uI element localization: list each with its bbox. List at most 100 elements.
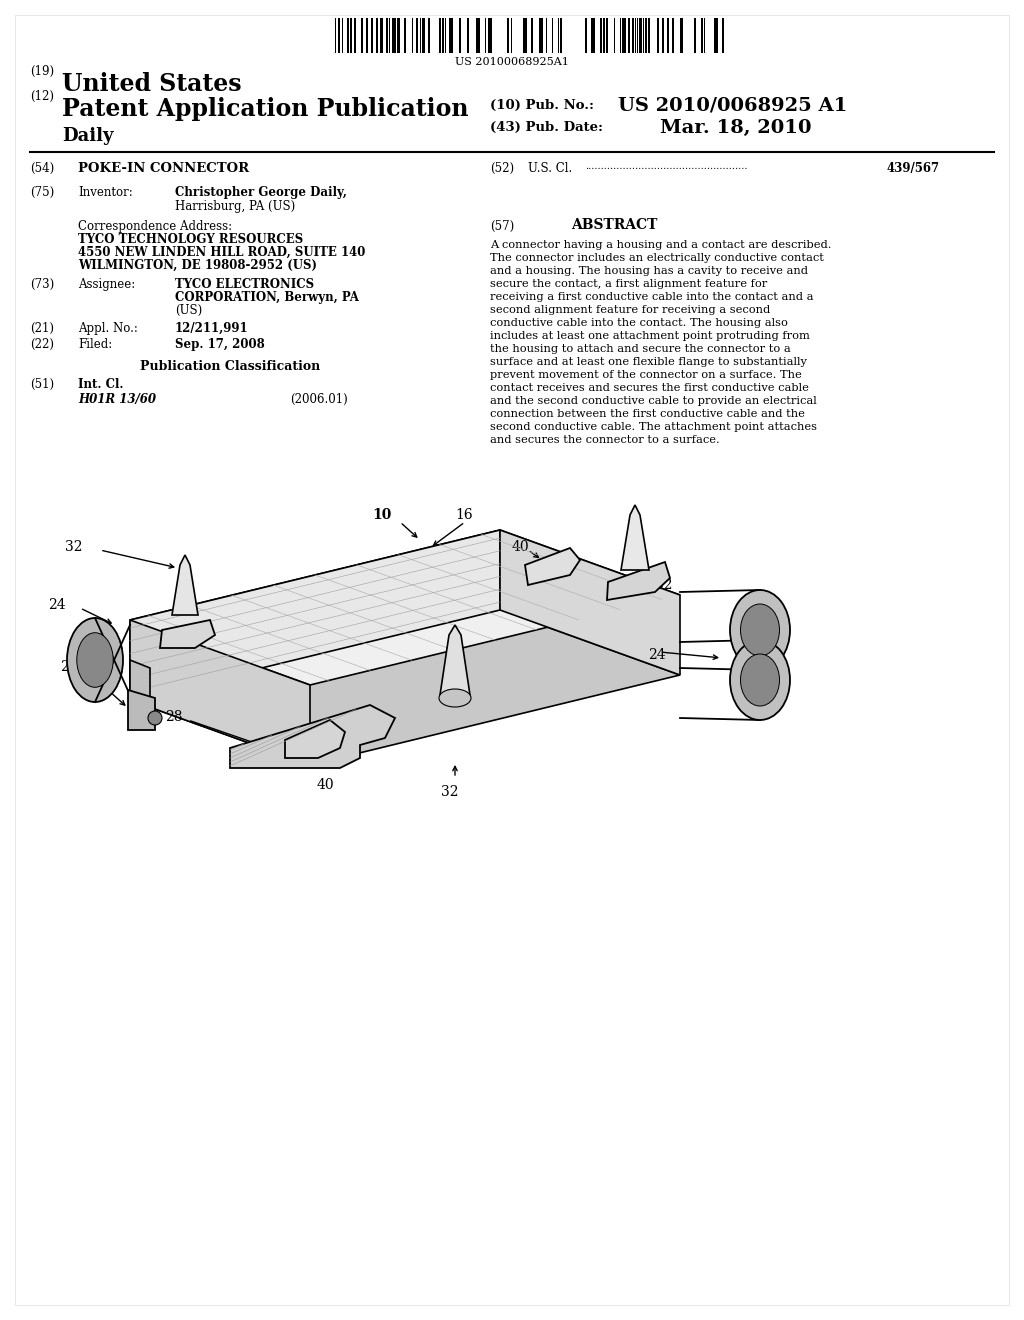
Bar [560,18,562,53]
Text: TYCO TECHNOLOGY RESOURCES: TYCO TECHNOLOGY RESOURCES [78,234,303,246]
Text: secure the contact, a first alignment feature for: secure the contact, a first alignment fe… [490,279,767,289]
Polygon shape [130,610,680,766]
Polygon shape [130,620,310,766]
Text: Christopher George Daily,: Christopher George Daily, [175,186,347,199]
Text: 24: 24 [48,598,66,612]
Bar [450,18,453,53]
Text: 16: 16 [455,508,473,521]
Ellipse shape [740,653,779,706]
Text: 12/211,991: 12/211,991 [175,322,249,335]
Bar [350,18,352,53]
Text: (12): (12) [30,90,54,103]
Bar [422,18,425,53]
Bar [441,18,444,53]
Text: includes at least one attachment point protruding from: includes at least one attachment point p… [490,331,810,341]
Bar [600,18,602,53]
Bar [392,18,396,53]
Text: second conductive cable. The attachment point attaches: second conductive cable. The attachment … [490,422,817,432]
Bar [643,18,644,53]
Bar [603,18,605,53]
Bar [476,18,480,53]
Bar [703,18,706,53]
Text: (19): (19) [30,65,54,78]
Bar [672,18,675,53]
Text: conductive cable into the contact. The housing also: conductive cable into the contact. The h… [490,318,787,327]
Bar [428,18,430,53]
Ellipse shape [439,689,471,708]
Polygon shape [440,624,470,696]
Text: Harrisburg, PA (US): Harrisburg, PA (US) [175,201,295,213]
Text: connection between the first conductive cable and the: connection between the first conductive … [490,409,805,418]
Bar [628,18,630,53]
Text: (57): (57) [490,220,514,234]
Text: second alignment feature for receiving a second: second alignment feature for receiving a… [490,305,770,315]
Bar [388,18,390,53]
Text: (75): (75) [30,186,54,199]
Text: Assignee:: Assignee: [78,279,135,290]
Bar [511,18,512,53]
Bar [380,18,383,53]
Text: and the second conductive cable to provide an electrical: and the second conductive cable to provi… [490,396,817,407]
Text: (51): (51) [30,378,54,391]
Ellipse shape [77,632,114,688]
Bar [339,18,340,53]
Text: 439/567: 439/567 [887,162,940,176]
Bar [420,18,421,53]
Text: ABSTRACT: ABSTRACT [570,218,657,232]
Bar [522,18,526,53]
Text: The connector includes an electrically conductive contact: The connector includes an electrically c… [490,253,824,263]
Bar [714,18,718,53]
Text: prevent movement of the connector on a surface. The: prevent movement of the connector on a s… [490,370,802,380]
Text: US 2010/0068925 A1: US 2010/0068925 A1 [618,96,848,115]
Text: Patent Application Publication: Patent Application Publication [62,96,469,121]
Text: 40: 40 [316,777,334,792]
Bar [645,18,646,53]
Bar [591,18,595,53]
Text: US 20100068925A1: US 20100068925A1 [455,57,569,67]
Text: Filed:: Filed: [78,338,113,351]
Text: (73): (73) [30,279,54,290]
Text: United States: United States [62,73,242,96]
Text: U.S. Cl.: U.S. Cl. [528,162,572,176]
Text: (22): (22) [30,338,54,351]
Text: and a housing. The housing has a cavity to receive and: and a housing. The housing has a cavity … [490,267,808,276]
Text: 4550 NEW LINDEN HILL ROAD, SUITE 140: 4550 NEW LINDEN HILL ROAD, SUITE 140 [78,246,366,259]
Text: 40: 40 [512,540,529,554]
Text: Int. Cl.: Int. Cl. [78,378,124,391]
Text: POKE-IN CONNECTOR: POKE-IN CONNECTOR [78,162,249,176]
Polygon shape [525,548,580,585]
Polygon shape [285,719,345,758]
Bar [647,18,650,53]
Bar [412,18,414,53]
Text: 24: 24 [648,648,666,663]
Polygon shape [130,531,500,700]
Bar [635,18,636,53]
Text: Mar. 18, 2010: Mar. 18, 2010 [660,119,811,137]
Ellipse shape [740,605,779,656]
Polygon shape [130,660,150,700]
Bar [668,18,669,53]
Text: 32: 32 [655,578,673,591]
Bar [546,18,548,53]
Text: H01R 13/60: H01R 13/60 [78,393,156,407]
Bar [404,18,407,53]
Polygon shape [130,531,680,685]
Bar [361,18,362,53]
Text: A connector having a housing and a contact are described.: A connector having a housing and a conta… [490,240,831,249]
Text: WILMINGTON, DE 19808-2952 (US): WILMINGTON, DE 19808-2952 (US) [78,259,317,272]
Bar [468,18,469,53]
Text: Correspondence Address:: Correspondence Address: [78,220,232,234]
Polygon shape [621,506,649,570]
Text: 26: 26 [60,660,78,675]
Bar [693,18,696,53]
Bar [417,18,418,53]
Bar [335,18,337,53]
Text: contact receives and secures the first conductive cable: contact receives and secures the first c… [490,383,809,393]
Bar [459,18,461,53]
Bar [354,18,355,53]
Text: 28: 28 [165,710,182,723]
Text: Sep. 17, 2008: Sep. 17, 2008 [175,338,265,351]
Text: (2006.01): (2006.01) [290,393,348,407]
Text: 32: 32 [65,540,83,554]
Bar [372,18,373,53]
